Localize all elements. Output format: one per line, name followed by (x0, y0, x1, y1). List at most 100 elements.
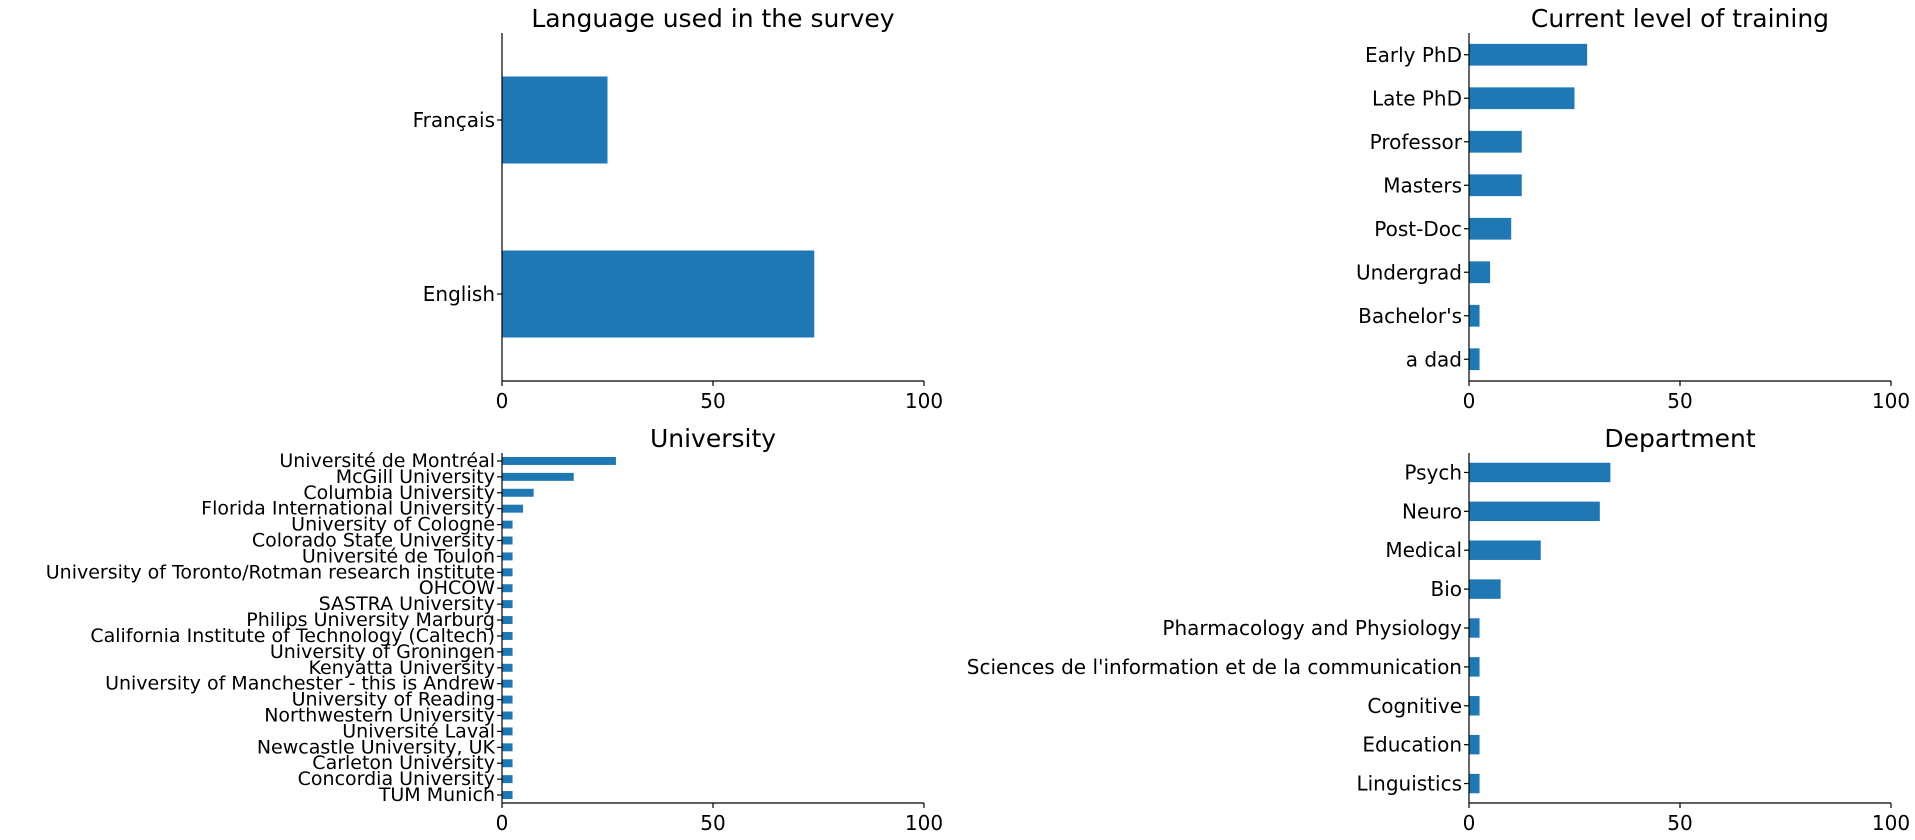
x-tick-label: 0 (496, 389, 509, 413)
x-tick-label: 50 (1667, 389, 1692, 413)
bar (502, 759, 513, 768)
bar (1469, 261, 1491, 284)
y-tick-label: Post-Doc (1374, 217, 1462, 241)
y-tick-label: SASTRA University (319, 593, 495, 615)
y-tick-label: Français (413, 108, 495, 132)
bar (502, 631, 513, 640)
bar (502, 456, 616, 465)
y-tick-label: Linguistics (1356, 772, 1462, 796)
bar (502, 616, 513, 625)
bar (1469, 773, 1480, 794)
bar (502, 76, 608, 164)
y-tick-label: Bio (1430, 577, 1462, 601)
bar (502, 568, 513, 577)
y-tick-label: Université de Toulon (302, 545, 495, 567)
x-tick-label: 100 (905, 389, 943, 413)
x-tick-label: 0 (1463, 389, 1476, 413)
y-tick-label: University of Toronto/Rotman research in… (46, 561, 495, 583)
y-tick-label: McGill University (336, 466, 495, 488)
y-tick-label: Neuro (1402, 499, 1462, 523)
y-tick-label: Sciences de l'information et de la commu… (967, 655, 1462, 679)
y-tick-label: Colorado State University (252, 530, 495, 552)
bar (502, 250, 815, 338)
chart-title: Current level of training (1531, 4, 1829, 33)
x-tick-label: 100 (1872, 389, 1910, 413)
x-tick-label: 100 (905, 811, 943, 835)
bar (1469, 348, 1480, 371)
y-tick-label: Université Laval (342, 720, 495, 742)
panel-language: Language used in the survey English França… (413, 4, 944, 413)
y-tick-label: Early PhD (1365, 43, 1462, 67)
y-tick-label: Psych (1404, 460, 1462, 484)
y-tick-label: Northwestern University (264, 705, 495, 727)
bar (502, 488, 534, 497)
bar (502, 584, 513, 593)
y-tick-label: OHCOW (419, 577, 495, 599)
bar (502, 504, 524, 513)
bar (1469, 217, 1512, 240)
bar (502, 472, 574, 481)
chart-title: Language used in the survey (531, 4, 894, 33)
bar (502, 536, 513, 545)
bar (1469, 696, 1480, 716)
bar (1469, 501, 1600, 522)
y-tick-label: Philips University Marburg (246, 609, 495, 631)
y-tick-label: Columbia University (303, 482, 495, 504)
bar (1469, 618, 1480, 638)
bar (502, 727, 513, 736)
bar (502, 647, 513, 656)
y-tick-label: Florida International University (201, 498, 495, 520)
bar (1469, 657, 1480, 677)
y-tick-label: Cognitive (1367, 694, 1462, 718)
bar (1469, 43, 1588, 66)
y-tick-label: University of Reading (292, 689, 495, 711)
bar (502, 552, 513, 561)
x-tick-label: 50 (700, 389, 725, 413)
bar (1469, 540, 1541, 560)
x-tick-label: 0 (1463, 811, 1476, 835)
y-tick-label: Masters (1383, 173, 1462, 197)
bar (1469, 304, 1480, 327)
y-tick-label: California Institute of Technology (Calt… (90, 625, 495, 647)
y-tick-label: Concordia University (298, 768, 495, 790)
chart-title: University (650, 424, 776, 453)
bar (502, 663, 513, 672)
bar (502, 743, 513, 752)
panel-training: Current level of training a dad Bachelor's… (1356, 4, 1910, 413)
bar (1469, 174, 1522, 197)
y-tick-label: Carleton University (312, 752, 495, 774)
bar (1469, 579, 1501, 599)
y-tick-label: University of Manchester - this is Andre… (105, 673, 495, 695)
bar (502, 775, 513, 784)
bar (502, 711, 513, 720)
y-tick-label: TUM Munich (378, 784, 495, 806)
y-tick-label: Newcastle University, UK (257, 736, 496, 758)
bar (1469, 87, 1575, 110)
chart-title: Department (1604, 424, 1755, 453)
y-tick-label: Education (1362, 733, 1462, 757)
y-tick-label: Université de Montréal (279, 450, 495, 472)
y-tick-label: Bachelor's (1358, 304, 1462, 328)
y-tick-label: Medical (1385, 538, 1462, 562)
y-tick-label: Pharmacology and Physiology (1162, 616, 1462, 640)
bar (502, 600, 513, 609)
y-tick-label: Professor (1370, 130, 1463, 154)
y-tick-label: English (423, 282, 495, 306)
bar (502, 520, 513, 529)
y-tick-label: Undergrad (1356, 260, 1462, 284)
bar (502, 791, 513, 800)
y-tick-label: University of Cologne (291, 514, 495, 536)
y-tick-label: Late PhD (1372, 86, 1462, 110)
y-tick-label: a dad (1406, 347, 1462, 371)
bar (1469, 130, 1522, 153)
x-tick-label: 100 (1872, 811, 1910, 835)
x-tick-label: 50 (1667, 811, 1692, 835)
y-tick-label: University of Groningen (270, 641, 495, 663)
bar (502, 695, 513, 704)
bar (1469, 462, 1611, 483)
bar (502, 679, 513, 688)
x-tick-label: 50 (700, 811, 725, 835)
